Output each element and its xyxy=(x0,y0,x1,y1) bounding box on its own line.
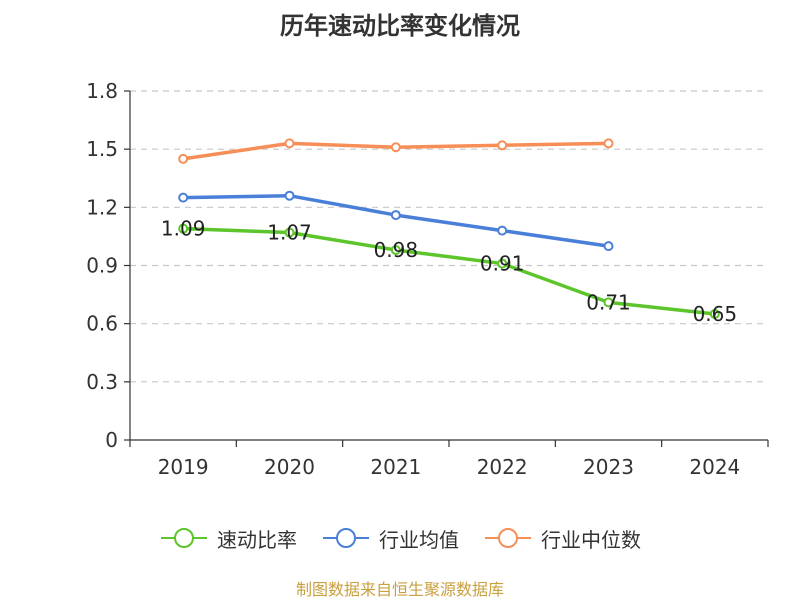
y-tick-label: 1.2 xyxy=(86,195,118,219)
axes: 0 0.3 0.6 0.9 1.2 1.5 1.8 2019 2020 2021 2022 2023 2… xyxy=(86,79,769,479)
x-tick-label: 2024 xyxy=(689,455,740,479)
data-point[interactable] xyxy=(284,190,295,201)
legend: 速动比率 行业均值 行业中位数 xyxy=(0,520,800,556)
x-tick-label: 2022 xyxy=(477,455,528,479)
data-point[interactable] xyxy=(390,142,401,153)
legend-marker xyxy=(498,528,518,548)
data-point[interactable] xyxy=(390,244,401,255)
y-tick-label: 0.9 xyxy=(86,254,118,278)
data-label: 0.65 xyxy=(693,302,738,326)
data-point[interactable] xyxy=(284,138,295,149)
legend-line-circle-icon xyxy=(485,528,531,548)
legend-item[interactable]: 行业中位数 xyxy=(483,524,641,553)
data-point[interactable] xyxy=(603,138,614,149)
source-note: 制图数据来自恒生聚源数据库 xyxy=(295,580,504,599)
data-point[interactable] xyxy=(603,241,614,252)
data-labels: 1.09 1.07 0.98 0.91 0.71 0.65 xyxy=(161,217,737,326)
data-label: 0.71 xyxy=(586,290,631,314)
legend-marker xyxy=(336,528,356,548)
y-tick-label: 0 xyxy=(105,428,118,452)
data-point[interactable] xyxy=(178,223,189,234)
y-tick-label: 0.3 xyxy=(86,370,118,394)
legend-label: 速动比率 xyxy=(217,527,297,552)
data-label: 0.91 xyxy=(480,252,525,276)
data-label: 0.98 xyxy=(374,238,419,262)
legend-label: 行业中位数 xyxy=(541,527,641,552)
data-label: 1.09 xyxy=(161,217,206,241)
x-tick-label: 2021 xyxy=(370,455,421,479)
data-point[interactable] xyxy=(603,297,614,308)
data-point[interactable] xyxy=(497,140,508,151)
data-point[interactable] xyxy=(284,227,295,238)
data-point[interactable] xyxy=(390,210,401,221)
data-label: 1.07 xyxy=(267,221,312,245)
legend-label: 行业均值 xyxy=(379,527,459,552)
series-line xyxy=(183,226,716,316)
legend-item[interactable]: 行业均值 xyxy=(321,524,459,553)
y-tick-label: 1.5 xyxy=(86,137,118,161)
x-tick-label: 2020 xyxy=(264,455,315,479)
legend-line-circle-icon xyxy=(323,528,369,548)
data-point[interactable] xyxy=(497,225,508,236)
data-point[interactable] xyxy=(178,153,189,164)
chart-title: 历年速动比率变化情况 xyxy=(280,12,520,40)
gridlines xyxy=(130,90,768,383)
y-tick-label: 0.6 xyxy=(86,312,118,336)
x-tick-label: 2023 xyxy=(583,455,634,479)
series-lines xyxy=(178,138,720,319)
y-tick-label: 1.8 xyxy=(86,79,118,103)
legend-line-circle-icon xyxy=(161,528,207,548)
legend-item[interactable]: 速动比率 xyxy=(159,524,297,553)
data-point[interactable] xyxy=(178,192,189,203)
data-point[interactable] xyxy=(497,258,508,269)
legend-marker xyxy=(174,528,194,548)
data-point[interactable] xyxy=(709,308,720,319)
x-tick-label: 2019 xyxy=(158,455,209,479)
